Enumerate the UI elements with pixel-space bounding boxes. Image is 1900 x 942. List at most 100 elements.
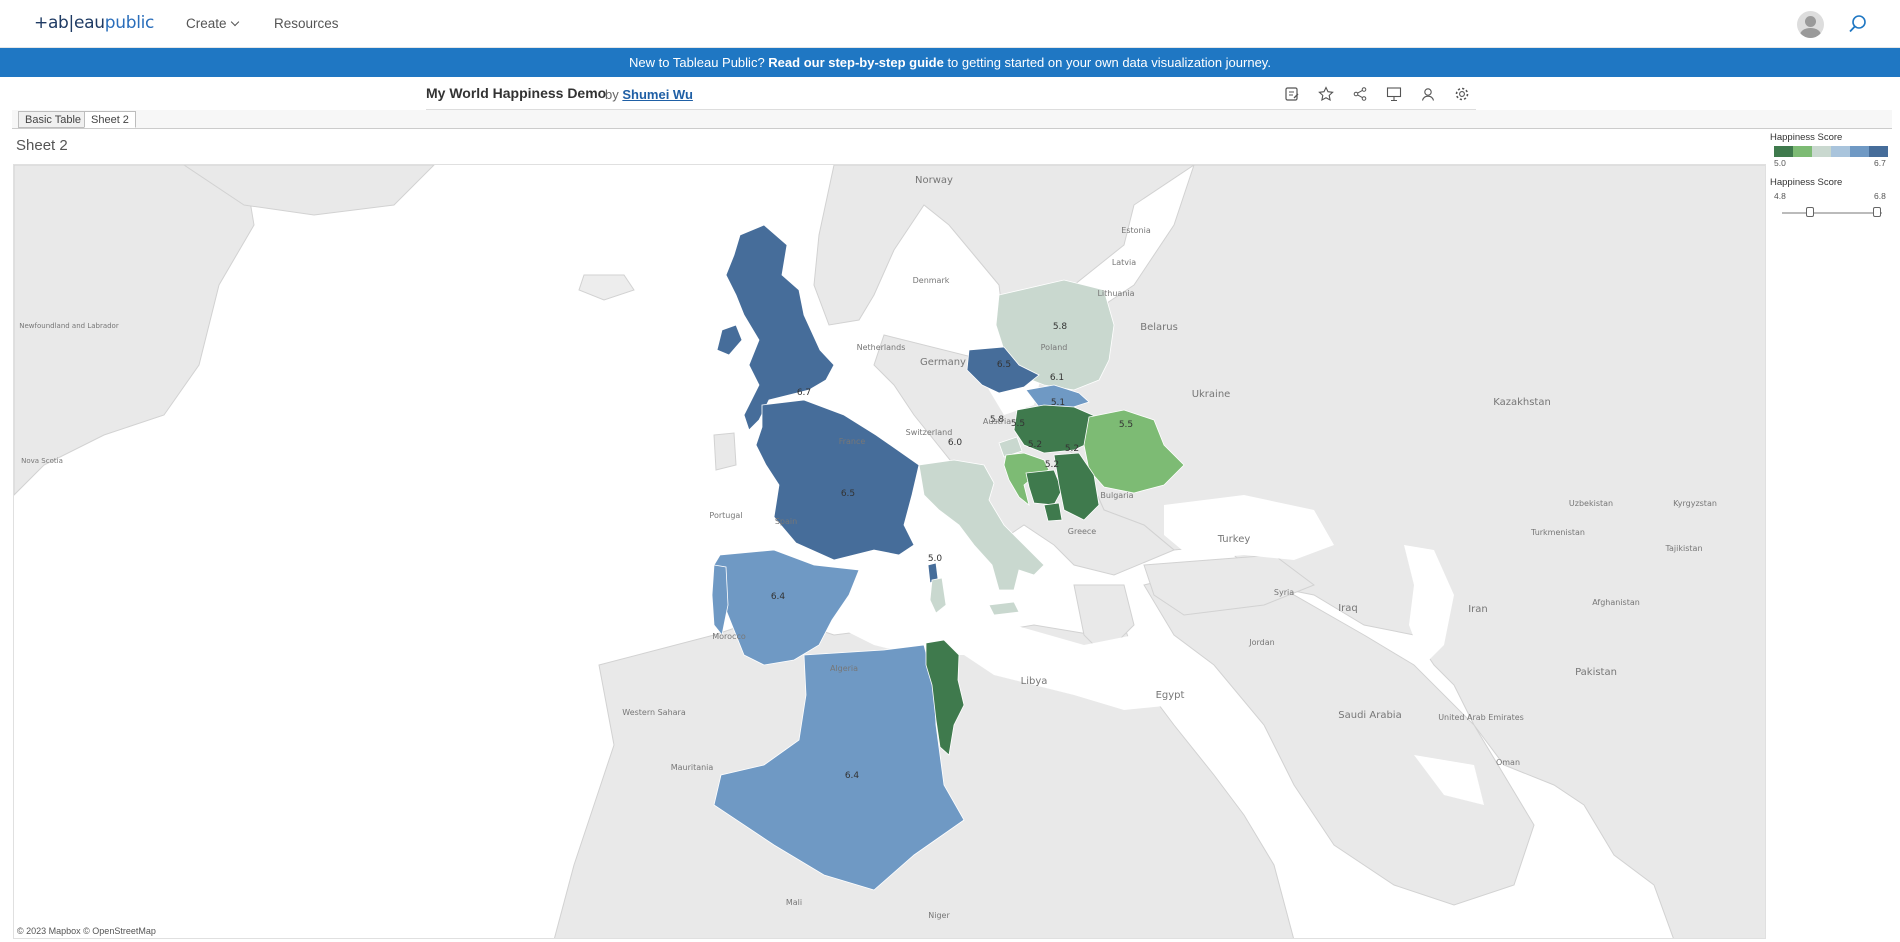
place-label: Saudi Arabia	[1338, 710, 1401, 721]
getting-started-banner: New to Tableau Public? Read our step-by-…	[0, 48, 1900, 77]
banner-tail-text: to getting started on your own data visu…	[943, 55, 1271, 70]
present-icon[interactable]	[1386, 86, 1402, 102]
logo-public-text: public	[104, 13, 155, 33]
place-label: Kazakhstan	[1493, 397, 1551, 408]
land-ireland	[713, 432, 737, 471]
place-label: Uzbekistan	[1569, 499, 1613, 508]
value-label: 5.5	[1011, 419, 1025, 429]
color-legend-title: Happiness Score	[1770, 132, 1843, 143]
logo-text: +ab|eau	[34, 13, 105, 33]
land-middle-east	[1143, 564, 1535, 906]
place-label: Nova Scotia	[21, 457, 63, 465]
country-italy	[918, 459, 1045, 591]
color-ramp-step	[1850, 146, 1869, 157]
filter-max-label: 6.8	[1874, 191, 1886, 201]
slider-handle-high[interactable]	[1873, 207, 1881, 217]
choropleth-map[interactable]: 6.7 6.5 6.4 6.4 6.5 5.8 6.1 5.1 5.5 6.0 …	[13, 164, 1766, 939]
filter-min-label: 4.8	[1774, 191, 1786, 201]
value-label: 6.5	[841, 489, 855, 499]
avatar[interactable]	[1797, 11, 1824, 38]
filter-title: Happiness Score	[1770, 177, 1843, 188]
place-label: Turkey	[1217, 534, 1251, 545]
value-label: 5.2	[1045, 460, 1059, 470]
legend-panel: Happiness Score 5.0 6.7 Happiness Score …	[1770, 132, 1892, 219]
author-link[interactable]: Shumei Wu	[622, 87, 693, 102]
settings-gear-icon[interactable]	[1454, 86, 1470, 102]
legend-max-label: 6.7	[1874, 158, 1886, 168]
place-label: Netherlands	[857, 343, 906, 352]
color-ramp-ticks: 5.0 6.7	[1770, 157, 1892, 169]
country-france	[755, 399, 920, 561]
color-ramp-step	[1774, 146, 1793, 157]
place-label: Egypt	[1156, 690, 1185, 701]
tab-sheet-2[interactable]: Sheet 2	[84, 111, 136, 128]
viz-header: My World Happiness Demo by Shumei Wu	[426, 82, 1476, 110]
color-ramp[interactable]	[1774, 146, 1888, 157]
place-label: Greece	[1068, 527, 1097, 536]
country-uk	[725, 224, 835, 431]
place-label: Latvia	[1112, 258, 1136, 267]
country-poland	[995, 279, 1115, 391]
place-label: Austria	[983, 417, 1011, 426]
place-label: Denmark	[913, 276, 950, 285]
map-canvas[interactable]: 6.7 6.5 6.4 6.4 6.5 5.8 6.1 5.1 5.5 6.0 …	[14, 165, 1766, 939]
tab-basic-table[interactable]: Basic Table	[18, 111, 89, 128]
map-attribution[interactable]: © 2023 Mapbox © OpenStreetMap	[17, 926, 156, 936]
place-label: Turkmenistan	[1530, 528, 1585, 537]
color-ramp-step	[1793, 146, 1812, 157]
place-label: Norway	[915, 175, 953, 186]
share-icon[interactable]	[1352, 86, 1368, 102]
country-portugal	[711, 564, 729, 636]
place-label: Newfoundland and Labrador	[19, 322, 119, 330]
banner-lead-text: New to Tableau Public?	[629, 55, 769, 70]
country-ireland	[716, 324, 743, 356]
country-sardinia	[929, 577, 947, 614]
place-label: Belarus	[1140, 322, 1178, 333]
country-tunisia	[925, 639, 965, 756]
slider-handle-low[interactable]	[1806, 207, 1814, 217]
value-label: 5.5	[1119, 420, 1133, 430]
search-icon[interactable]	[1848, 14, 1868, 34]
range-slider[interactable]	[1770, 205, 1892, 219]
star-icon[interactable]	[1318, 86, 1334, 102]
country-croatia	[1003, 452, 1050, 507]
slider-track[interactable]	[1782, 212, 1882, 214]
value-label: 5.8	[990, 415, 1005, 425]
sheet-tabs: Basic Table Sheet 2	[12, 110, 1892, 129]
resources-link[interactable]: Resources	[274, 16, 339, 31]
create-label: Create	[186, 16, 227, 31]
place-label: Estonia	[1121, 226, 1151, 235]
place-label: Libya	[1021, 676, 1048, 687]
create-menu[interactable]: Create	[186, 16, 239, 31]
sea-caspian	[1404, 545, 1454, 665]
sea-black	[1164, 495, 1334, 560]
land-iceland	[578, 274, 635, 301]
place-label: Mali	[786, 898, 802, 907]
place-label: Portugal	[709, 511, 742, 520]
value-label: 6.1	[1050, 373, 1064, 383]
place-label: Lithuania	[1097, 289, 1134, 298]
country-sicily	[988, 601, 1020, 616]
value-label: 6.4	[845, 771, 860, 781]
byline: by Shumei Wu	[605, 87, 693, 102]
sheet-title: Sheet 2	[16, 137, 68, 154]
sea-red	[1214, 725, 1294, 855]
place-label: France	[839, 437, 866, 446]
value-label: 6.4	[771, 592, 786, 602]
tableau-public-logo[interactable]: +ab|eaupublic	[34, 13, 154, 33]
sea-mediterranean	[834, 605, 1174, 710]
value-label: 6.0	[948, 438, 963, 448]
place-label: Afghanistan	[1592, 598, 1640, 607]
request-access-icon[interactable]	[1284, 86, 1300, 102]
land-north-america	[14, 165, 255, 496]
value-label: 6.7	[797, 388, 811, 398]
place-label: Kyrgyzstan	[1673, 499, 1717, 508]
place-label: Iraq	[1338, 603, 1358, 614]
guide-link[interactable]: Read our step-by-step guide	[768, 55, 944, 70]
filter-range-labels: 4.8 6.8	[1770, 191, 1892, 203]
value-label: 5.0	[928, 554, 943, 564]
place-label: Tajikistan	[1664, 544, 1702, 553]
contact-icon[interactable]	[1420, 86, 1436, 102]
color-ramp-step	[1831, 146, 1850, 157]
place-label: Pakistan	[1575, 667, 1617, 678]
